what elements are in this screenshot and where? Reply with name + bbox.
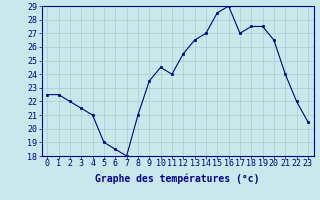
X-axis label: Graphe des températures (°c): Graphe des températures (°c) xyxy=(95,173,260,184)
